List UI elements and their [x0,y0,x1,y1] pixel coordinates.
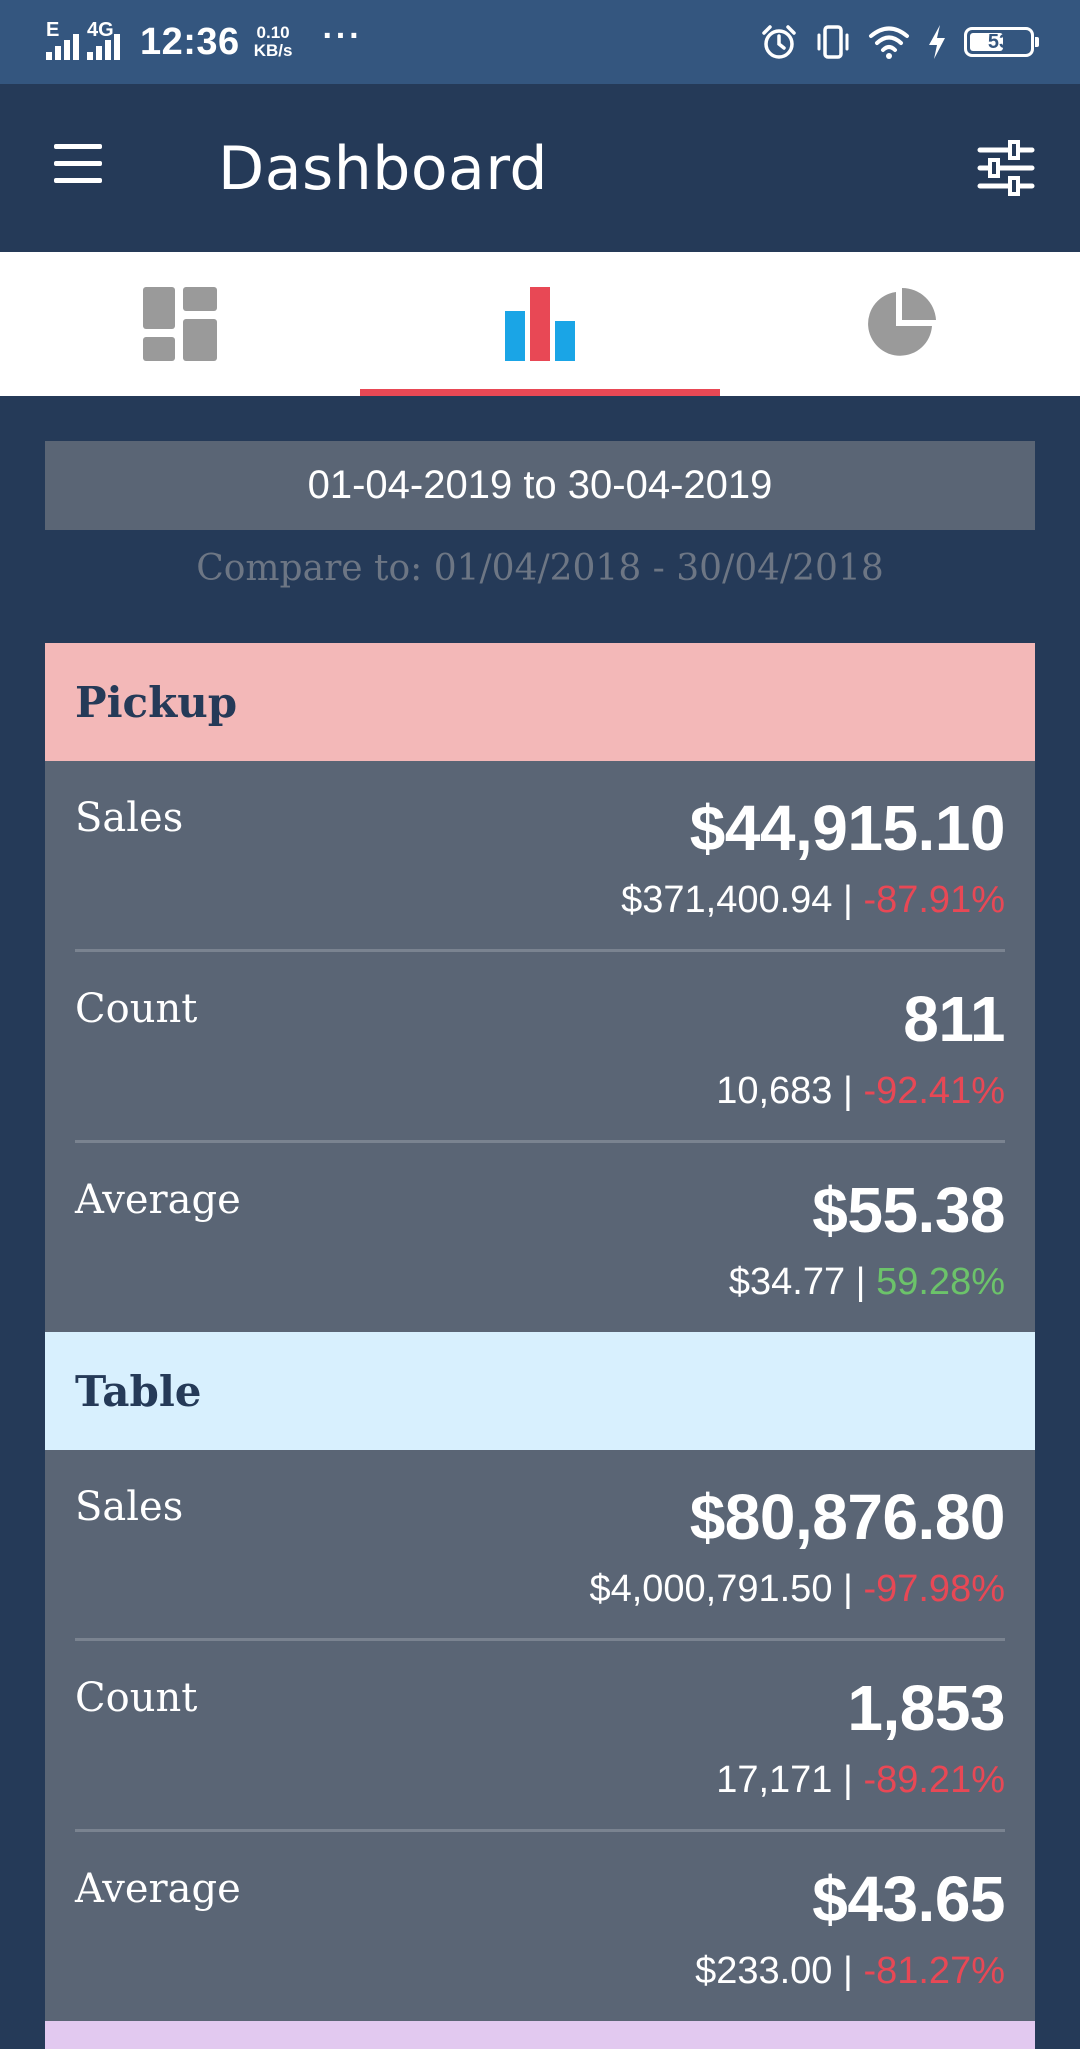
metric-label: Count [75,1675,198,1721]
metric-label: Average [75,1177,241,1223]
tab-pie-chart[interactable] [720,252,1080,396]
metric-change: -81.27% [863,1950,1005,1992]
divider [75,949,1005,952]
network-speed-value: 0.10 [256,23,290,42]
divider [75,1829,1005,1832]
bar-chart-icon [505,287,575,361]
metric-separator: | [843,1950,853,1992]
metric-pickup-average: Average $55.38 $34.77 | 59.28% [45,1143,1035,1334]
alarm-icon [762,25,796,59]
metric-label: Sales [75,795,184,841]
pie-chart-icon [868,287,936,356]
metric-compare: $4,000,791.50 | -97.98% [589,1568,1005,1611]
signal-4g-icon: 4G [87,20,120,60]
divider [75,1638,1005,1641]
metric-value: 1,853 [847,1672,1005,1744]
metric-value: $80,876.80 [689,1481,1006,1553]
page-title: Dashboard [218,134,549,204]
metric-previous-value: $34.77 [728,1261,846,1303]
network-speed: 0.10 KB/s [254,24,293,60]
charging-icon [929,25,945,59]
metric-table-average: Average $43.65 $233.00 | -81.27% [45,1832,1035,2023]
tab-bar-chart[interactable] [360,252,720,396]
metric-previous-value: 10,683 [716,1070,833,1112]
filter-sliders-icon[interactable] [976,138,1036,198]
status-bar-right: 53 [760,20,1039,64]
vibrate-icon [817,25,849,59]
metric-value: 811 [903,983,1005,1055]
metric-table-count: Count 1,853 17,171 | -89.21% [45,1641,1035,1832]
metric-pickup-sales: Sales $44,915.10 $371,400.94 | -87.91% [45,761,1035,952]
metric-label: Count [75,986,198,1032]
status-bar-left: E 4G 12:36 0.10 KB/s ··· [46,16,363,66]
section-header-table: Table [45,1332,1035,1450]
date-range-selector[interactable]: 01-04-2019 to 30-04-2019 [45,441,1035,530]
metric-separator: | [843,1568,853,1610]
network-type-label: E [46,19,60,41]
metric-compare: $233.00 | -81.27% [695,1950,1005,1993]
more-notifications-icon: ··· [322,16,363,55]
tab-dashboard[interactable] [0,252,360,396]
metric-change: -87.91% [863,879,1005,921]
metric-compare: $371,400.94 | -87.91% [621,879,1005,922]
metric-change: -92.41% [863,1070,1005,1112]
metric-previous-value: $371,400.94 [621,879,833,921]
metric-previous-value: 17,171 [716,1759,833,1801]
metric-compare: 17,171 | -89.21% [716,1759,1005,1802]
dashboard-grid-icon [143,287,217,361]
tab-bar [0,252,1080,396]
network-4g-label: 4G [87,19,114,41]
metric-change: -97.98% [863,1568,1005,1610]
app-bar: Dashboard [0,84,1080,252]
metric-separator: | [843,879,853,921]
status-bar: E 4G 12:36 0.10 KB/s ··· [0,0,1080,84]
network-speed-unit: KB/s [253,41,293,60]
compare-period-label: Compare to: 01/04/2018 - 30/04/2018 [196,548,884,589]
metric-change: -89.21% [863,1759,1005,1801]
metric-pickup-count: Count 811 10,683 | -92.41% [45,952,1035,1143]
battery-level: 53 [987,30,1011,53]
metric-table-sales: Sales $80,876.80 $4,000,791.50 | -97.98% [45,1450,1035,1641]
battery-icon: 53 [964,27,1039,57]
hamburger-menu-icon[interactable] [46,140,110,188]
metric-value: $44,915.10 [689,792,1006,864]
metric-separator: | [843,1759,853,1801]
metric-label: Average [75,1866,241,1912]
metric-previous-value: $233.00 [695,1950,833,1992]
metric-value: $55.38 [812,1174,1005,1246]
metric-separator: | [855,1261,866,1303]
metric-value: $43.65 [812,1863,1005,1935]
divider [75,1140,1005,1143]
metric-change: 59.28% [876,1261,1005,1303]
status-time: 12:36 [140,20,240,63]
metric-previous-value: $4,000,791.50 [589,1568,833,1610]
section-header-pickup: Pickup [45,643,1035,761]
metric-compare: 10,683 | -92.41% [716,1070,1005,1113]
section-header-next [45,2021,1035,2049]
wifi-icon [869,26,909,59]
metric-separator: | [843,1070,853,1112]
signal-icon: E [46,20,79,60]
metric-label: Sales [75,1484,184,1530]
metric-compare: $34.77 | 59.28% [729,1261,1005,1304]
